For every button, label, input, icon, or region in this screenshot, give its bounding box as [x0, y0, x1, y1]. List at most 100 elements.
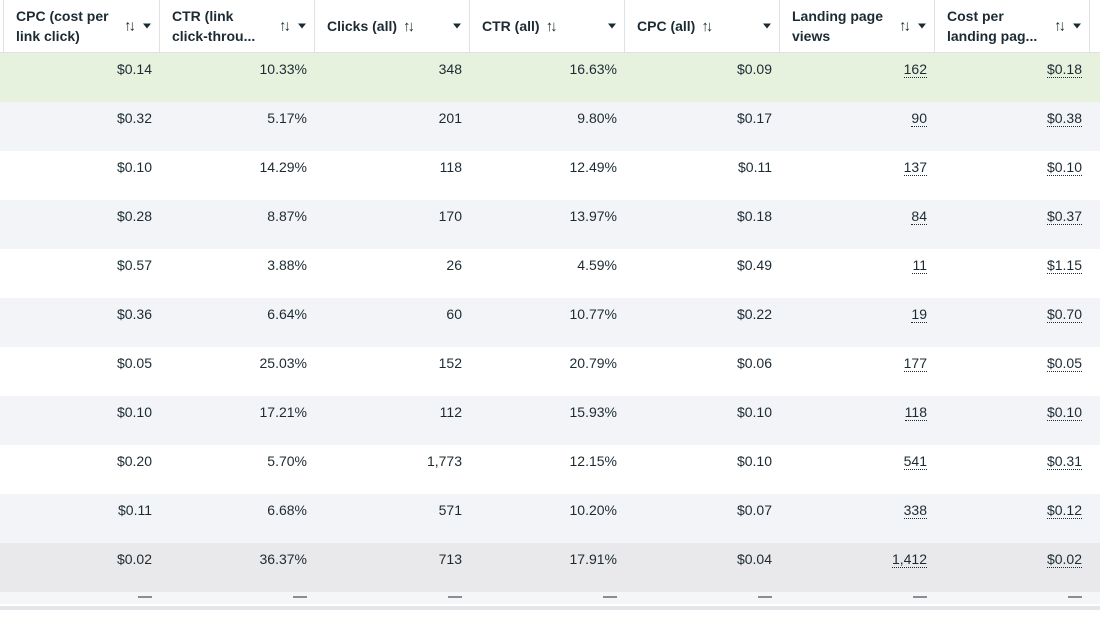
cell-value[interactable]: 11 — [912, 257, 927, 274]
cell-landing-page-views[interactable]: 84 — [780, 200, 935, 249]
cell-landing-page-views[interactable]: 1,412 — [780, 543, 935, 592]
sort-arrows-icon[interactable]: ↑↓ — [124, 17, 136, 35]
cell-ctr-link: 36.37% — [259, 551, 307, 567]
cell-value[interactable]: 137 — [903, 159, 927, 176]
ads-metrics-table: CPC (cost per link click) ↑↓ CTR (link c… — [0, 0, 1100, 604]
cell-cost-per-lpv[interactable]: $1.15 — [935, 249, 1090, 298]
cell-ctr-link: 5.70% — [267, 453, 307, 469]
chevron-down-icon[interactable] — [143, 23, 151, 29]
cell-value[interactable]: 162 — [903, 61, 927, 78]
cell-landing-page-views[interactable]: 338 — [780, 494, 935, 543]
cell-value[interactable]: $0.10 — [1046, 404, 1082, 421]
cell-clicks-all: 713 — [438, 551, 462, 567]
cell-ctr-all: 12.49% — [569, 159, 617, 175]
column-header-cpc-link[interactable]: CPC (cost per link click) ↑↓ — [4, 0, 160, 52]
cell-landing-page-views[interactable]: 19 — [780, 298, 935, 347]
cell-value[interactable]: 90 — [911, 110, 927, 127]
cell-cost-per-lpv[interactable]: $0.10 — [935, 396, 1090, 445]
cell-cpc-link: $0.57 — [116, 257, 152, 273]
sort-arrows-icon[interactable]: ↑↓ — [701, 17, 713, 35]
cell-value[interactable]: $0.38 — [1046, 110, 1082, 127]
cell-landing-page-views[interactable]: 177 — [780, 347, 935, 396]
cell-value[interactable]: 19 — [911, 306, 927, 323]
sort-arrows-icon[interactable]: ↑↓ — [1054, 17, 1066, 35]
column-header-cost-per-lpv[interactable]: Cost per landing pag... ↑↓ — [935, 0, 1090, 52]
cell-cpc-all: $0.04 — [736, 551, 772, 567]
cell-cost-per-lpv[interactable]: $0.10 — [935, 151, 1090, 200]
cell-value[interactable]: $0.70 — [1046, 306, 1082, 323]
cell-cost-per-lpv[interactable]: $0.37 — [935, 200, 1090, 249]
cell-value[interactable]: 118 — [904, 404, 927, 421]
cell-value[interactable]: 541 — [903, 453, 927, 470]
cell-value[interactable]: $0.37 — [1046, 208, 1082, 225]
cell-landing-page-views[interactable]: 162 — [780, 53, 935, 102]
cell-cost-per-lpv[interactable]: $0.02 — [935, 543, 1090, 592]
column-header-label: CTR (all) — [482, 18, 540, 34]
cell-value[interactable]: 177 — [903, 355, 927, 372]
empty-value-dash — [913, 596, 927, 598]
table-row[interactable]: $0.05 25.03% 152 20.79% $0.06 177 $0.05 — [0, 347, 1100, 396]
sort-arrows-icon[interactable]: ↑↓ — [403, 17, 415, 35]
cell-ctr-all: 10.20% — [569, 502, 617, 518]
sort-arrows-icon[interactable]: ↑↓ — [545, 17, 558, 35]
column-header-label: Clicks (all) — [327, 18, 398, 34]
sort-arrows-icon[interactable]: ↑↓ — [899, 17, 911, 35]
cell-cost-per-lpv[interactable]: $0.31 — [935, 445, 1090, 494]
column-header-ctr-link[interactable]: CTR (link click-throu... ↑↓ — [160, 0, 315, 52]
table-row[interactable]: $0.28 8.87% 170 13.97% $0.18 84 $0.37 — [0, 200, 1100, 249]
cell-cost-per-lpv[interactable]: $0.12 — [935, 494, 1090, 543]
cell-value[interactable]: $1.15 — [1046, 257, 1082, 274]
cell-value[interactable]: $0.12 — [1046, 502, 1082, 519]
cell-value[interactable]: $0.18 — [1046, 61, 1082, 78]
chevron-down-icon[interactable] — [1073, 23, 1081, 29]
chevron-down-icon[interactable] — [918, 23, 926, 29]
table-row[interactable]: $0.36 6.64% 60 10.77% $0.22 19 $0.70 — [0, 298, 1100, 347]
cell-landing-page-views[interactable]: 90 — [780, 102, 935, 151]
cell-cpc-link: $0.10 — [116, 404, 152, 420]
cell-landing-page-views[interactable]: 11 — [780, 249, 935, 298]
cell-landing-page-views[interactable]: 137 — [780, 151, 935, 200]
cell-clicks-all: 1,773 — [426, 453, 462, 469]
column-header-cpc-all[interactable]: CPC (all) ↑↓ — [625, 0, 780, 52]
column-header-clicks-all[interactable]: Clicks (all) ↑↓ — [315, 0, 470, 52]
cell-ctr-link: 6.68% — [267, 502, 307, 518]
table-row[interactable]: $0.10 17.21% 112 15.93% $0.10 118 $0.10 — [0, 396, 1100, 445]
cell-cost-per-lpv[interactable]: $0.38 — [935, 102, 1090, 151]
table-footer-divider — [0, 606, 1100, 610]
table-row[interactable]: $0.57 3.88% 26 4.59% $0.49 11 $1.15 — [0, 249, 1100, 298]
cell-cost-per-lpv[interactable]: $0.18 — [935, 53, 1090, 102]
cell-cpc-all: $0.09 — [736, 61, 772, 77]
table-row[interactable]: $0.14 10.33% 348 16.63% $0.09 162 $0.18 — [0, 53, 1100, 102]
cell-value[interactable]: 338 — [903, 502, 927, 519]
cell-ctr-all: 12.15% — [569, 453, 617, 469]
cell-ctr-link: 6.64% — [267, 306, 307, 322]
sort-arrows-icon[interactable]: ↑↓ — [279, 17, 291, 35]
cell-value[interactable]: $0.31 — [1046, 453, 1082, 470]
cell-value[interactable]: 1,412 — [891, 551, 927, 568]
empty-value-dash — [1068, 596, 1082, 598]
cell-clicks-all: 201 — [438, 110, 462, 126]
chevron-down-icon[interactable] — [298, 23, 306, 29]
cell-cpc-link: $0.14 — [116, 61, 152, 77]
column-header-ctr-all[interactable]: CTR (all) ↑↓ — [470, 0, 625, 52]
cell-cost-per-lpv[interactable]: $0.70 — [935, 298, 1090, 347]
cell-landing-page-views[interactable]: 118 — [780, 396, 935, 445]
cell-ctr-link: 3.88% — [267, 257, 307, 273]
table-row[interactable]: $0.10 14.29% 118 12.49% $0.11 137 $0.10 — [0, 151, 1100, 200]
cell-cost-per-lpv[interactable]: $0.05 — [935, 347, 1090, 396]
table-row[interactable]: $0.32 5.17% 201 9.80% $0.17 90 $0.38 — [0, 102, 1100, 151]
cell-value[interactable]: $0.10 — [1046, 159, 1082, 176]
chevron-down-icon[interactable] — [608, 23, 616, 29]
table-row[interactable]: $0.20 5.70% 1,773 12.15% $0.10 541 $0.31 — [0, 445, 1100, 494]
cell-landing-page-views[interactable]: 541 — [780, 445, 935, 494]
table-row[interactable]: $0.02 36.37% 713 17.91% $0.04 1,412 $0.0… — [0, 543, 1100, 592]
cell-value[interactable]: $0.02 — [1046, 551, 1082, 568]
column-header-landing-page-views[interactable]: Landing page views ↑↓ — [780, 0, 935, 52]
cell-value[interactable]: $0.05 — [1046, 355, 1082, 372]
table-row[interactable]: $0.11 6.68% 571 10.20% $0.07 338 $0.12 — [0, 494, 1100, 543]
cell-ctr-all: 15.93% — [569, 404, 617, 420]
chevron-down-icon[interactable] — [453, 23, 461, 29]
cell-value[interactable]: 84 — [911, 208, 927, 225]
table-row-partial — [0, 592, 1100, 604]
chevron-down-icon[interactable] — [763, 23, 771, 29]
